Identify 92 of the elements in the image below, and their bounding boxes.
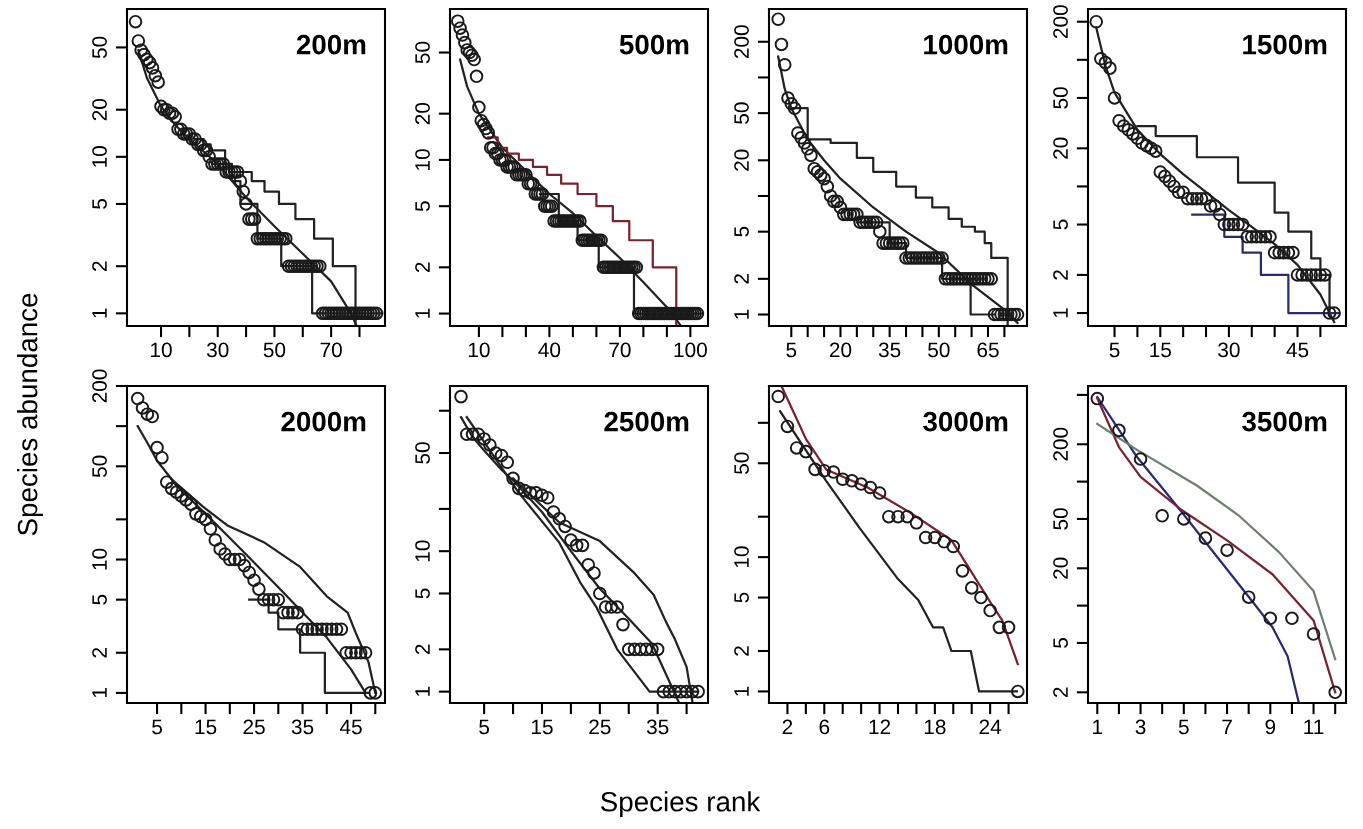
- y-axis-title: Species abundance: [17, 293, 43, 536]
- y-tick-label: 5: [415, 201, 430, 212]
- x-tick-label: 20: [829, 342, 852, 358]
- y-tick-label: 20: [1053, 557, 1068, 579]
- y-tick-label: 10: [415, 149, 430, 170]
- y-tick-label: 1: [92, 308, 107, 318]
- text: 1500m: [1243, 34, 1327, 55]
- y-tick-label: 20: [1053, 137, 1068, 159]
- y-tick-label: 50: [92, 455, 107, 478]
- y-tick-label: 5: [734, 226, 749, 237]
- x-tick-label: 35: [878, 342, 901, 358]
- y-tick-label: 20: [415, 102, 430, 125]
- x-tick-label: 15: [1150, 342, 1171, 358]
- y-tick-label: 10: [92, 146, 107, 167]
- y-tick-label: 2: [734, 274, 749, 284]
- x-tick-label: 3: [1135, 719, 1146, 735]
- x-tick-label: 50: [928, 342, 950, 358]
- text: 200m: [296, 34, 366, 55]
- x-tick-label: 30: [1218, 342, 1240, 358]
- y-tick-label: 1: [92, 688, 107, 698]
- y-tick-label: 20: [92, 98, 107, 121]
- y-tick-label: 200: [1053, 5, 1068, 39]
- y-tick-label: 5: [1053, 638, 1068, 648]
- y-tick-label: 2: [1053, 687, 1068, 698]
- x-tick-label: 12: [869, 719, 891, 735]
- y-tick-label: 50: [1053, 87, 1068, 109]
- text: 2000m: [281, 411, 366, 432]
- x-tick-label: 35: [646, 719, 669, 735]
- x-tick-label: 5: [152, 719, 162, 735]
- y-tick-label: 10: [415, 540, 430, 562]
- y-tick-label: 5: [734, 592, 749, 603]
- text: 2500m: [604, 411, 689, 432]
- x-tick-label: 25: [243, 719, 265, 735]
- y-tick-label: 1: [734, 309, 749, 319]
- x-tick-label: 10: [151, 342, 172, 358]
- x-tick-label: 5: [1109, 342, 1120, 358]
- x-tick-label: 9: [1265, 719, 1276, 735]
- x-tick-label: 6: [819, 719, 830, 735]
- y-tick-label: 10: [92, 548, 107, 570]
- y-tick-label: 1: [415, 308, 430, 318]
- y-tick-label: 5: [92, 594, 107, 605]
- x-axis-title: Species rank: [600, 791, 761, 818]
- y-tick-label: 2: [92, 261, 107, 271]
- y-tick-label: 200: [92, 369, 107, 403]
- y-tick-label: 20: [734, 149, 749, 171]
- x-tick-label: 5: [479, 719, 490, 735]
- y-tick-label: 2: [734, 646, 749, 656]
- y-tick-label: 50: [92, 36, 107, 59]
- y-tick-label: 1: [415, 686, 430, 696]
- x-tick-label: 18: [924, 719, 946, 735]
- x-tick-label: 50: [263, 342, 286, 358]
- y-tick-label: 10: [734, 546, 749, 568]
- y-tick-label: 50: [415, 442, 430, 464]
- x-tick-label: 35: [291, 719, 314, 735]
- x-tick-label: 5: [1178, 719, 1189, 735]
- y-tick-label: 2: [92, 648, 107, 658]
- x-tick-label: 100: [674, 342, 707, 358]
- text: 1000m: [924, 34, 1008, 55]
- x-tick-label: 1: [1093, 719, 1103, 735]
- y-tick-label: 50: [734, 452, 749, 474]
- x-tick-label: 70: [609, 342, 631, 358]
- text: 3000m: [923, 411, 1008, 432]
- y-tick-label: 5: [92, 199, 107, 209]
- y-tick-label: 200: [734, 25, 749, 59]
- x-tick-label: 45: [339, 719, 362, 735]
- y-tick-label: 1: [734, 686, 749, 696]
- x-tick-label: 45: [1286, 342, 1309, 358]
- x-tick-label: 40: [538, 342, 561, 358]
- y-tick-label: 2: [1053, 270, 1068, 280]
- y-tick-label: 5: [1053, 219, 1068, 230]
- y-tick-label: 200: [1053, 427, 1068, 461]
- x-tick-label: 5: [786, 342, 797, 358]
- y-tick-label: 2: [415, 644, 430, 655]
- y-tick-label: 2: [415, 262, 430, 273]
- y-tick-label: 50: [734, 102, 749, 124]
- x-tick-label: 30: [206, 342, 229, 358]
- x-tick-label: 70: [320, 342, 342, 358]
- x-tick-label: 7: [1222, 719, 1232, 735]
- x-tick-label: 10: [468, 342, 490, 358]
- x-tick-label: 25: [589, 719, 611, 735]
- x-tick-label: 15: [531, 719, 553, 735]
- x-tick-label: 11: [1304, 719, 1324, 735]
- y-tick-label: 50: [415, 41, 430, 64]
- text: 3500m: [1242, 411, 1327, 432]
- y-tick-label: 1: [1053, 308, 1068, 318]
- y-tick-label: 5: [415, 588, 430, 599]
- text: 500m: [619, 34, 689, 55]
- x-tick-label: 2: [782, 719, 793, 735]
- x-tick-label: 65: [977, 342, 999, 358]
- x-tick-label: 15: [195, 719, 217, 735]
- x-tick-label: 24: [979, 719, 1002, 735]
- y-tick-label: 50: [1053, 508, 1068, 530]
